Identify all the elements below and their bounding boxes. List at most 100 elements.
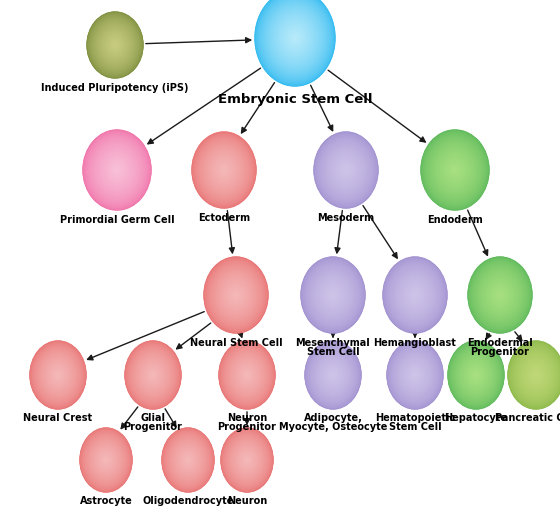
Ellipse shape	[332, 153, 360, 187]
Ellipse shape	[263, 0, 327, 76]
Ellipse shape	[422, 131, 488, 209]
Ellipse shape	[513, 347, 559, 403]
Ellipse shape	[515, 350, 557, 400]
Ellipse shape	[239, 366, 255, 385]
Ellipse shape	[221, 277, 251, 313]
Text: Neuron: Neuron	[227, 413, 267, 423]
Ellipse shape	[86, 435, 127, 485]
Ellipse shape	[322, 141, 370, 199]
Ellipse shape	[52, 367, 64, 383]
Ellipse shape	[291, 33, 299, 43]
Ellipse shape	[470, 260, 530, 330]
Ellipse shape	[263, 0, 328, 77]
Ellipse shape	[452, 167, 458, 173]
Ellipse shape	[522, 359, 549, 391]
Ellipse shape	[85, 132, 150, 208]
Ellipse shape	[399, 276, 431, 314]
Ellipse shape	[301, 257, 365, 332]
Ellipse shape	[423, 132, 487, 208]
Ellipse shape	[324, 144, 368, 196]
Ellipse shape	[326, 367, 339, 383]
Ellipse shape	[102, 153, 132, 187]
Ellipse shape	[93, 19, 137, 71]
Ellipse shape	[222, 429, 272, 490]
Ellipse shape	[482, 274, 518, 316]
Ellipse shape	[99, 25, 132, 64]
Ellipse shape	[241, 453, 253, 467]
Ellipse shape	[240, 366, 254, 384]
Ellipse shape	[177, 446, 199, 474]
Ellipse shape	[339, 162, 353, 178]
Ellipse shape	[240, 366, 254, 384]
Ellipse shape	[390, 266, 440, 324]
Ellipse shape	[226, 434, 268, 486]
Ellipse shape	[395, 271, 435, 319]
Ellipse shape	[484, 276, 516, 315]
Ellipse shape	[270, 8, 320, 67]
Ellipse shape	[301, 257, 365, 333]
Ellipse shape	[509, 343, 560, 407]
Ellipse shape	[303, 260, 363, 331]
Ellipse shape	[311, 269, 354, 321]
Ellipse shape	[397, 353, 433, 397]
Ellipse shape	[49, 364, 67, 386]
Ellipse shape	[205, 147, 243, 193]
Ellipse shape	[204, 257, 268, 333]
Ellipse shape	[91, 17, 139, 74]
Ellipse shape	[94, 142, 141, 198]
Ellipse shape	[401, 279, 429, 311]
Ellipse shape	[389, 265, 441, 325]
Ellipse shape	[34, 346, 82, 404]
Ellipse shape	[412, 371, 418, 379]
Ellipse shape	[228, 436, 266, 484]
Ellipse shape	[169, 436, 208, 484]
Ellipse shape	[90, 138, 144, 202]
Ellipse shape	[315, 133, 377, 207]
Ellipse shape	[110, 162, 124, 177]
Ellipse shape	[452, 166, 458, 174]
Ellipse shape	[321, 141, 371, 199]
Ellipse shape	[113, 43, 117, 47]
Ellipse shape	[423, 132, 487, 208]
Ellipse shape	[48, 363, 68, 388]
Ellipse shape	[393, 349, 437, 401]
Ellipse shape	[460, 356, 492, 394]
Ellipse shape	[222, 278, 250, 312]
Ellipse shape	[528, 365, 544, 385]
Ellipse shape	[210, 154, 238, 186]
Ellipse shape	[331, 293, 335, 297]
Ellipse shape	[127, 344, 179, 406]
Ellipse shape	[99, 26, 132, 64]
Ellipse shape	[195, 136, 253, 204]
Ellipse shape	[130, 348, 176, 402]
Ellipse shape	[326, 366, 340, 384]
Ellipse shape	[172, 441, 204, 480]
Ellipse shape	[329, 150, 363, 190]
Ellipse shape	[167, 434, 209, 486]
Ellipse shape	[321, 361, 345, 389]
Ellipse shape	[226, 349, 268, 401]
Ellipse shape	[278, 17, 312, 59]
Ellipse shape	[111, 40, 119, 50]
Ellipse shape	[81, 430, 130, 490]
Ellipse shape	[410, 370, 419, 380]
Ellipse shape	[94, 445, 118, 475]
Ellipse shape	[83, 130, 151, 210]
Ellipse shape	[344, 169, 347, 172]
Ellipse shape	[483, 276, 516, 315]
Ellipse shape	[175, 444, 201, 476]
Ellipse shape	[93, 444, 119, 476]
Ellipse shape	[236, 446, 258, 474]
Ellipse shape	[100, 149, 134, 190]
Ellipse shape	[88, 438, 124, 482]
Ellipse shape	[102, 31, 127, 60]
Ellipse shape	[36, 348, 81, 402]
Ellipse shape	[405, 363, 425, 387]
Ellipse shape	[304, 261, 362, 329]
Ellipse shape	[412, 291, 418, 299]
Ellipse shape	[287, 28, 304, 48]
Ellipse shape	[113, 166, 121, 174]
Ellipse shape	[183, 453, 193, 467]
Ellipse shape	[396, 352, 434, 398]
Ellipse shape	[104, 458, 108, 462]
